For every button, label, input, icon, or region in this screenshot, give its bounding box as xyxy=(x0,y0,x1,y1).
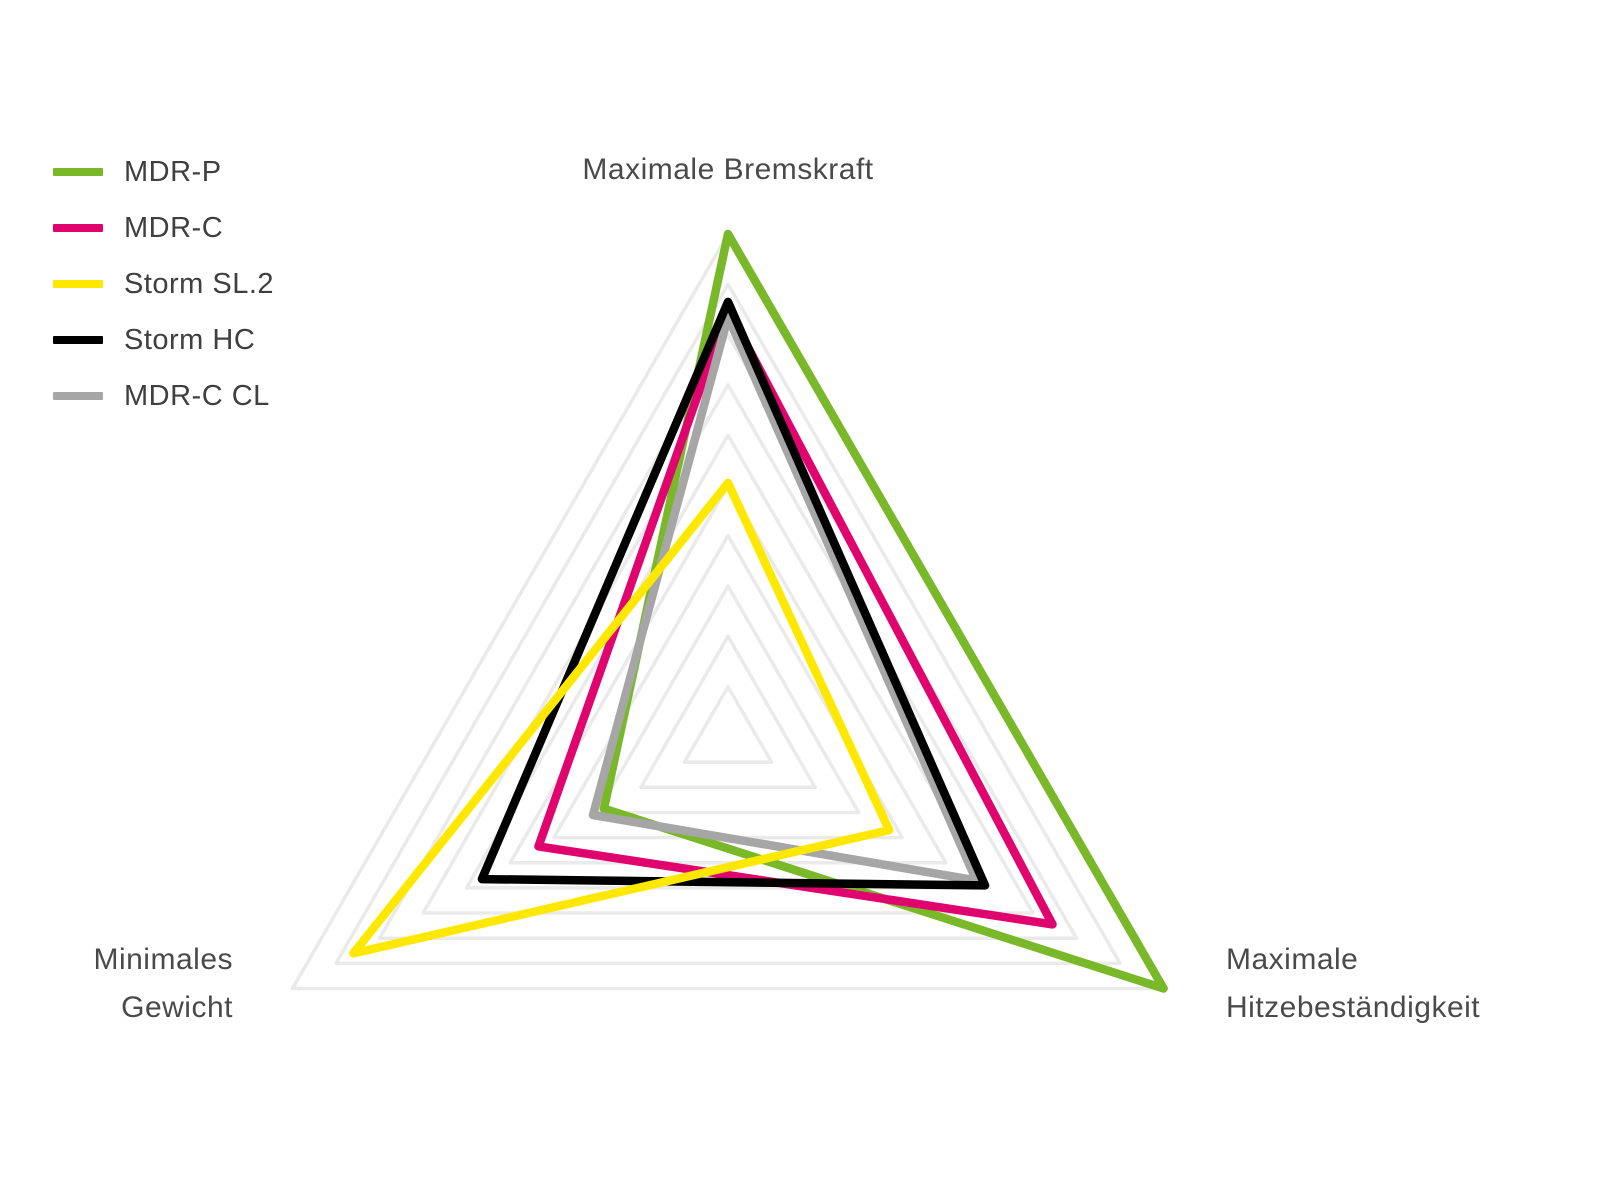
axis-label-text: Maximale xyxy=(1226,943,1359,976)
grid-triangle-level-1 xyxy=(682,684,774,764)
grid-triangle-level-6 xyxy=(464,433,992,890)
legend-swatch xyxy=(53,392,103,400)
grid-triangle-level-3 xyxy=(595,584,861,815)
legend-item: MDR-P xyxy=(53,144,274,200)
series-polygon-storm-sl-2 xyxy=(349,478,894,958)
axis-label-bremskraft: Maximale Bremskraft xyxy=(428,146,1028,194)
axis-label-text: Maximale Bremskraft xyxy=(582,153,874,186)
legend-item: Storm HC xyxy=(53,312,274,368)
legend-swatch xyxy=(53,224,103,232)
legend-swatch xyxy=(53,280,103,288)
legend-label: MDR-P xyxy=(124,155,222,188)
axis-label-text: Gewicht xyxy=(121,991,233,1024)
series-polygon-storm-hc xyxy=(477,297,990,890)
axis-label-text: Minimales xyxy=(93,943,233,976)
legend-item: MDR-C xyxy=(53,200,274,256)
radar-series xyxy=(349,229,1168,993)
legend-label: MDR-C xyxy=(124,211,224,244)
legend-item: MDR-C CL xyxy=(53,368,274,424)
axis-label-gewicht: Minimales Gewicht xyxy=(28,936,233,1032)
grid-triangle-level-5 xyxy=(508,483,948,865)
legend-swatch xyxy=(53,336,103,344)
grid-triangle-level-9 xyxy=(334,282,1122,966)
grid-triangle-level-2 xyxy=(639,634,817,790)
axis-label-hitzebestaendigkeit: Maximale Hitzebeständigkeit xyxy=(1226,936,1480,1032)
legend-swatch xyxy=(53,168,103,176)
legend: MDR-P MDR-C Storm SL.2 Storm HC MDR-C CL xyxy=(53,144,274,424)
legend-item: Storm SL.2 xyxy=(53,256,274,312)
legend-label: Storm HC xyxy=(124,323,256,356)
legend-label: Storm SL.2 xyxy=(124,267,275,300)
axis-label-text: Hitzebeständigkeit xyxy=(1226,991,1481,1024)
legend-label: MDR-C CL xyxy=(124,379,270,412)
